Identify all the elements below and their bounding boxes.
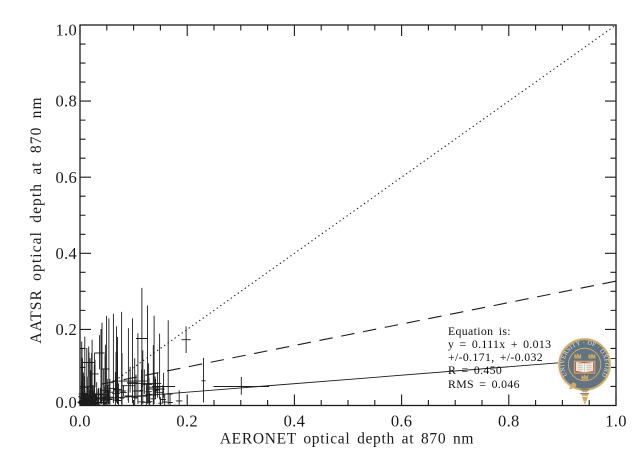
svg-text:1.0: 1.0 (55, 21, 77, 40)
svg-text:+/-0.171, +/-0.032: +/-0.171, +/-0.032 (448, 350, 543, 364)
svg-text:Equation is:: Equation is: (448, 324, 511, 338)
svg-text:0.0: 0.0 (69, 412, 91, 431)
svg-text:y = 0.111x + 0.013: y = 0.111x + 0.013 (448, 337, 551, 351)
svg-text:0.0: 0.0 (55, 393, 77, 412)
svg-text:R = 0.450: R = 0.450 (448, 363, 502, 377)
svg-text:0.6: 0.6 (55, 168, 77, 187)
svg-text:AATSR optical depth at 870 nm: AATSR optical depth at 870 nm (28, 96, 45, 343)
svg-text:0.2: 0.2 (55, 320, 77, 339)
svg-text:RMS = 0.046: RMS = 0.046 (448, 377, 520, 391)
svg-text:1.0: 1.0 (605, 412, 627, 431)
svg-text:0.4: 0.4 (55, 244, 77, 263)
svg-text:0.4: 0.4 (284, 412, 306, 431)
svg-text:0.2: 0.2 (176, 412, 198, 431)
svg-text:0.6: 0.6 (391, 412, 413, 431)
svg-text:0.8: 0.8 (498, 412, 520, 431)
svg-text:0.8: 0.8 (55, 92, 77, 111)
svg-text:AERONET optical depth at 870 n: AERONET optical depth at 870 nm (220, 431, 474, 448)
